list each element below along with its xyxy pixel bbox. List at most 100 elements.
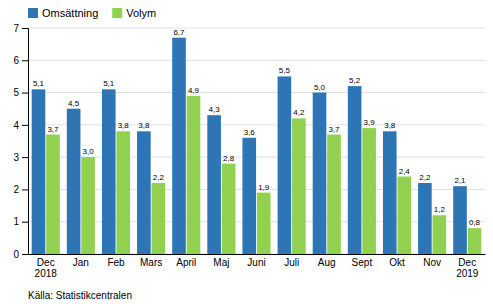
x-tick-label-line: Sept (352, 257, 373, 268)
bar (222, 164, 236, 254)
bar (418, 183, 432, 254)
legend-label: Omsättning (42, 7, 98, 19)
bar (102, 89, 116, 254)
bar (46, 135, 60, 254)
bar (383, 131, 397, 254)
y-tick: 0 (13, 249, 28, 260)
plot: 0 1 2 3 4 5 6 7 Dec2018 Jan Feb Mars April Maj Juni Jul… (13, 23, 485, 279)
y-tick-label: 5 (13, 87, 19, 98)
bar (187, 96, 201, 254)
x-tick-label-line: Nov (423, 257, 441, 268)
x-tick-label-line: 2018 (35, 268, 58, 279)
data-label: 2,2 (153, 173, 165, 182)
bar (152, 183, 166, 254)
x-tick: Nov (423, 254, 441, 268)
x-tick-label: Nov (423, 257, 441, 268)
bar (242, 138, 256, 254)
x-tick-label: Juni (247, 257, 265, 268)
bar (292, 118, 306, 254)
data-label: 3,8 (384, 121, 396, 130)
data-label: 6,7 (173, 28, 185, 37)
data-label: 2,8 (223, 154, 235, 163)
x-tick-label-line: Mars (140, 257, 162, 268)
data-label: 4,9 (188, 86, 200, 95)
x-tick-label: Juli (284, 257, 299, 268)
x-tick: Okt (389, 254, 405, 268)
x-axis: Dec2018 Jan Feb Mars April Maj Juni Juli Aug Sept… (29, 254, 486, 279)
y-tick-label: 6 (13, 55, 19, 66)
data-label: 3,0 (83, 147, 95, 156)
data-label: 3,6 (244, 128, 256, 137)
y-tick-mark (22, 189, 28, 190)
x-tick-label: Aug (318, 257, 336, 268)
bar (468, 228, 482, 254)
x-tick-label-line: Juni (247, 257, 265, 268)
data-label: 4,2 (293, 108, 305, 117)
x-tick-label: Maj (213, 257, 229, 268)
y-tick-mark (22, 93, 28, 94)
x-tick-label-line: Maj (213, 257, 229, 268)
bar (348, 86, 362, 254)
chart: 0 1 2 3 4 5 6 7 Dec2018 Jan Feb Mars April Maj Juni Jul… (0, 0, 493, 304)
x-tick-label: Mars (140, 257, 162, 268)
grid (28, 28, 485, 254)
bar (67, 109, 81, 254)
x-tick-label-line: 2019 (456, 268, 479, 279)
bar (172, 38, 186, 254)
y-tick: 5 (13, 87, 28, 98)
data-label: 1,2 (434, 205, 446, 214)
y-tick: 3 (13, 152, 28, 163)
bar (327, 135, 341, 254)
y-axis-line (22, 29, 29, 255)
x-tick-label-line: Aug (318, 257, 336, 268)
x-tick: Sept (352, 254, 373, 268)
legend-label: Volym (126, 7, 156, 19)
x-tick: Dec2019 (456, 254, 479, 279)
bar (81, 157, 95, 254)
grid-line (28, 60, 485, 61)
y-tick-label: 3 (13, 152, 19, 163)
y-tick-mark (22, 254, 28, 255)
y-tick-mark (22, 60, 28, 61)
data-label: 4,3 (209, 105, 221, 114)
y-tick-mark (22, 157, 28, 158)
y-tick: 4 (13, 120, 28, 131)
y-tick: 2 (13, 184, 28, 195)
x-tick: Maj (213, 254, 229, 268)
grid-line (28, 221, 485, 222)
x-tick-label: Okt (389, 257, 405, 268)
x-tick-label-line: Juli (284, 257, 299, 268)
x-tick-label: April (176, 257, 196, 268)
x-tick: Juni (247, 254, 265, 268)
legend: Omsättning Volym (28, 7, 156, 19)
y-tick-label: 1 (13, 216, 19, 227)
x-tick-label-line: Jan (73, 257, 89, 268)
source-note: Källa: Statistikcentralen (28, 290, 132, 301)
legend-item: Volym (112, 7, 156, 19)
bar (433, 215, 447, 254)
bar (116, 131, 130, 254)
x-tick: Juli (284, 254, 299, 268)
data-label: 5,2 (349, 76, 361, 85)
grid-line (28, 254, 485, 255)
grid-line (28, 92, 485, 93)
x-tick: Dec2018 (35, 254, 58, 279)
grid-line (28, 124, 485, 125)
bar (32, 89, 46, 254)
x-tick-label: Feb (107, 257, 125, 268)
x-tick-label: Sept (352, 257, 373, 268)
grid-line (28, 189, 485, 190)
x-tick: Mars (140, 254, 162, 268)
y-tick-mark (22, 28, 28, 29)
data-label: 5,1 (33, 79, 45, 88)
grid-line (28, 28, 485, 29)
bar (453, 186, 467, 254)
y-tick: 7 (13, 23, 28, 34)
data-label: 2,1 (454, 176, 466, 185)
y-tick-label: 7 (13, 23, 19, 34)
bar (278, 76, 292, 254)
y-tick: 6 (13, 55, 28, 66)
bar (137, 131, 151, 254)
data-label: 5,5 (279, 66, 291, 75)
bar (313, 93, 327, 254)
